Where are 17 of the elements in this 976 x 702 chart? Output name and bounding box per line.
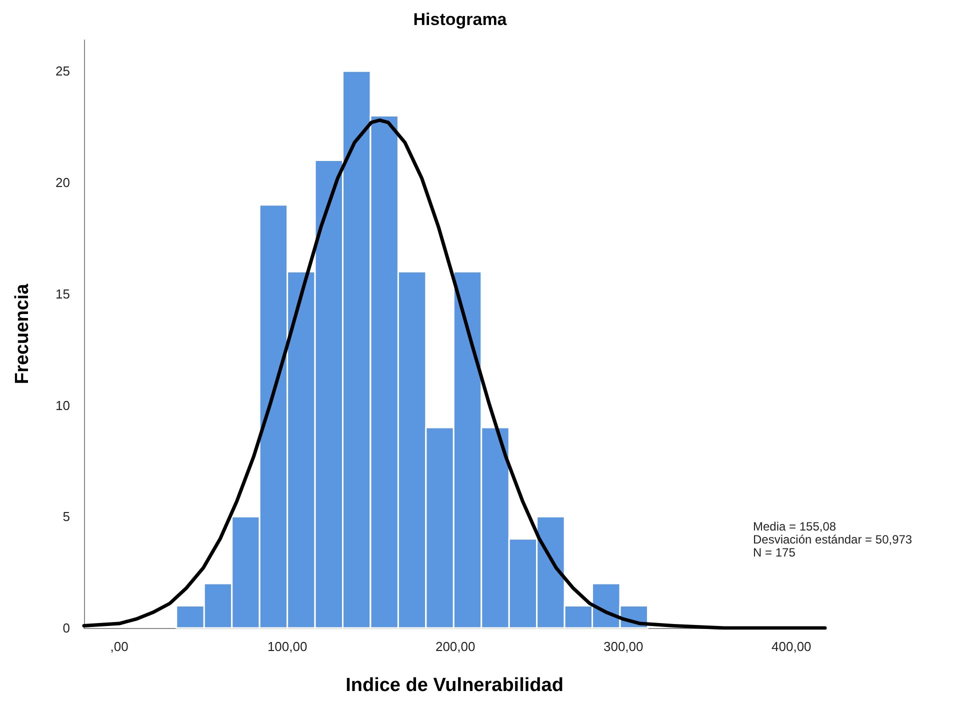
annotation: N = 175 xyxy=(753,546,796,560)
y-tick-label: 20 xyxy=(56,175,70,190)
y-tick-label: 5 xyxy=(62,509,70,524)
x-tick-label: 400,00 xyxy=(772,639,812,654)
annotation: Desviación estándar = 50,973 xyxy=(753,532,912,546)
x-axis-title: Indice de Vulnerabilidad xyxy=(346,675,564,696)
x-tick-label: ,00 xyxy=(110,639,128,654)
x-tick-label: 200,00 xyxy=(435,639,476,654)
chart-title: Histograma xyxy=(413,10,508,29)
annotation: Media = 155,08 xyxy=(753,520,836,534)
y-tick-label: 25 xyxy=(56,64,70,79)
x-tick-label: 300,00 xyxy=(603,639,644,654)
y-tick-label: 15 xyxy=(56,286,70,302)
x-tick-label: 100,00 xyxy=(267,639,308,654)
y-axis-title: Frecuencia xyxy=(12,283,33,384)
y-tick-label: 10 xyxy=(56,398,70,413)
y-tick-label: 0 xyxy=(62,620,70,636)
